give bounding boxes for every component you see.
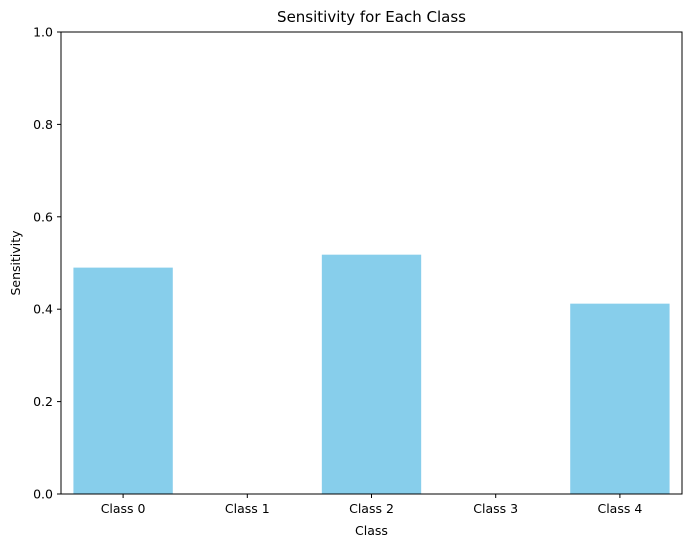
y-tick-label: 0.0 (33, 487, 53, 502)
y-tick-label: 0.2 (33, 394, 53, 409)
y-axis-label: Sensitivity (8, 230, 23, 296)
y-tick-label: 0.8 (33, 117, 53, 132)
y-tick-label: 1.0 (33, 25, 53, 40)
x-tick-label: Class 3 (473, 501, 518, 516)
bar-class-0 (73, 267, 173, 494)
x-axis-label: Class (355, 523, 388, 538)
bar-class-4 (570, 303, 670, 494)
y-tick-label: 0.4 (33, 302, 53, 317)
x-tick-label: Class 1 (225, 501, 270, 516)
x-tick-label: Class 2 (349, 501, 394, 516)
x-axis-ticks: Class 0 Class 1 Class 2 Class 3 Class 4 (101, 494, 642, 516)
chart-title: Sensitivity for Each Class (277, 8, 466, 26)
bar-class-2 (321, 254, 422, 494)
x-tick-label: Class 0 (101, 501, 146, 516)
y-tick-label: 0.6 (33, 209, 53, 224)
bars-group (73, 254, 670, 494)
x-tick-label: Class 4 (597, 501, 642, 516)
y-axis-ticks: 0.0 0.2 0.4 0.6 0.8 1.0 (33, 25, 61, 502)
plot-frame (60, 31, 683, 495)
